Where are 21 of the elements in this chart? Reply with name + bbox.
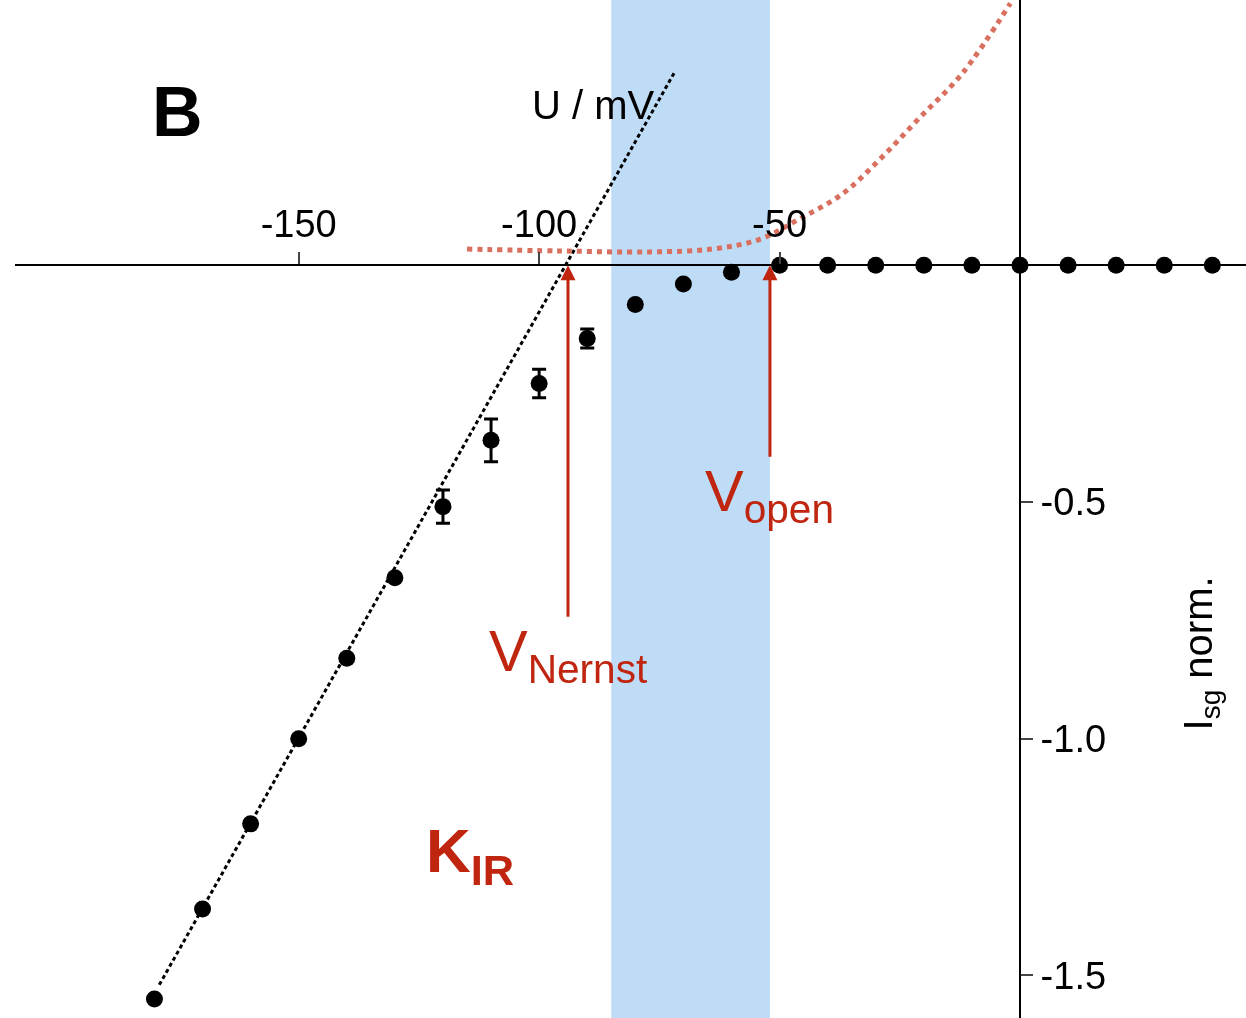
point: [482, 431, 500, 449]
annotation: B: [152, 73, 203, 151]
annotation: K$_{IR}$: [426, 816, 515, 895]
x-axis-title: U / mV: [532, 83, 655, 127]
point: [145, 990, 163, 1008]
y-tick-label: -0.5: [1040, 481, 1107, 524]
point: [194, 900, 212, 918]
point: [338, 649, 356, 667]
x-tick-label: -150: [260, 202, 337, 245]
point: [386, 569, 404, 587]
point: [290, 730, 308, 748]
y-tick-label: -1.0: [1040, 717, 1107, 760]
point: [674, 275, 692, 293]
annotation: V$_{open}$: [705, 458, 834, 533]
point: [626, 295, 644, 313]
point: [722, 263, 740, 281]
point: [530, 375, 548, 393]
annotation: V$_{Nernst}$: [489, 618, 648, 693]
y-tick-label: -1.5: [1040, 954, 1107, 997]
x-tick-label: -100: [501, 202, 578, 245]
point: [434, 498, 452, 516]
